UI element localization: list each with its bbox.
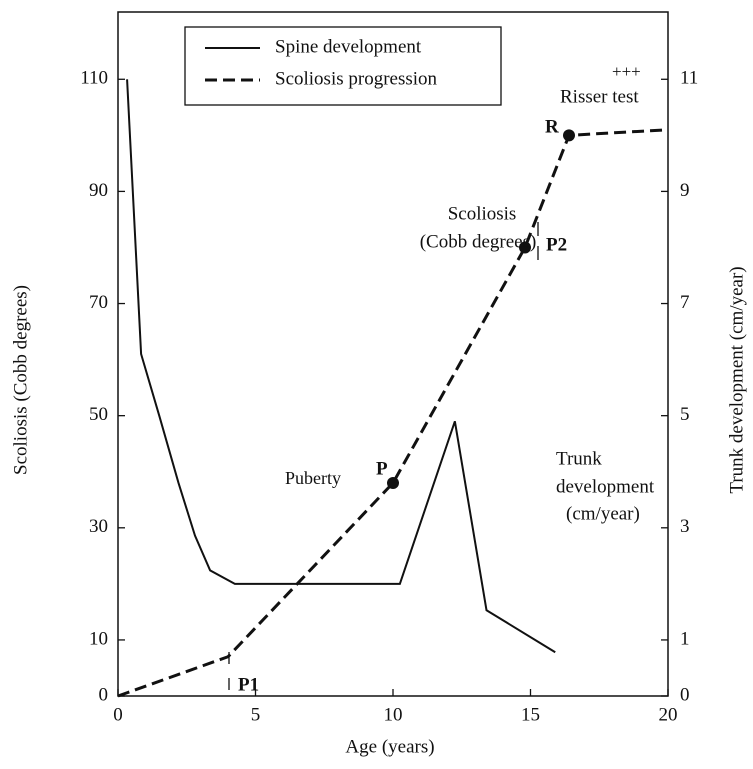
legend-box [184, 26, 502, 106]
y-tick-label: 0 [99, 684, 109, 705]
annotation: P1 [238, 674, 259, 695]
y2-tick-label: 7 [680, 292, 690, 313]
y-tick-label: 70 [89, 292, 108, 313]
point-marker [387, 476, 399, 489]
annotation: Puberty [285, 468, 341, 488]
y2-tick-label: 11 [680, 68, 698, 89]
x-tick-label: 15 [521, 704, 540, 725]
annotation: (Cobb degrees) [420, 231, 537, 252]
legend-label: Scoliosis progression [275, 68, 438, 89]
y2-tick-label: 1 [680, 628, 690, 649]
y2-tick-label: 3 [680, 516, 690, 537]
x-tick-label: 20 [659, 704, 678, 725]
annotation: P [376, 458, 388, 479]
annotation: development [556, 476, 655, 497]
annotation: Risser test [560, 86, 639, 107]
y-tick-label: 50 [89, 404, 108, 425]
x-tick-label: 0 [113, 704, 123, 725]
y2-tick-label: 5 [680, 404, 690, 425]
y-tick-label: 110 [80, 68, 108, 89]
annotation: Trunk [556, 448, 602, 469]
point-marker [563, 129, 575, 142]
line-series [117, 128, 669, 698]
line-series [126, 79, 556, 654]
y-axis-title: Scoliosis (Cobb degrees) [10, 285, 31, 475]
y2-tick-label: 0 [680, 684, 690, 705]
x-tick-label: 5 [251, 704, 261, 725]
annotation: Scoliosis [448, 203, 517, 224]
legend-label: Spine development [275, 36, 422, 57]
x-tick-label: 10 [384, 704, 403, 725]
annotation: (cm/year) [566, 503, 640, 524]
annotation: R [545, 116, 559, 137]
point-marker [519, 241, 531, 254]
x-axis-title: Age (years) [345, 736, 434, 757]
y2-tick-label: 9 [680, 180, 690, 201]
y-tick-label: 30 [89, 516, 108, 537]
y-tick-label: 90 [89, 180, 108, 201]
y2-axis-title: Trunk development (cm/year) [726, 266, 747, 493]
annotation: +++ [612, 62, 641, 81]
y-tick-label: 10 [89, 628, 108, 649]
annotation: P2 [546, 234, 567, 255]
